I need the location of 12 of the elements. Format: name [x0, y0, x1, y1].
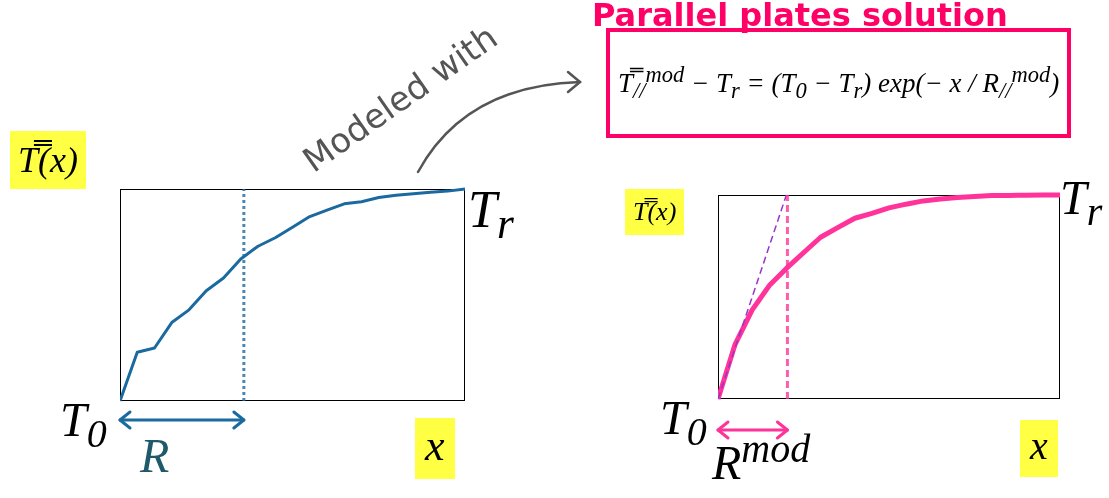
text: T$_{0}$ [60, 392, 107, 457]
text: T$_{r}$ [468, 180, 514, 249]
x-axis-title: x [415, 418, 455, 479]
annotation: T$_{r}$ [1060, 170, 1103, 235]
text: T$_{0}$ [660, 390, 707, 455]
y-axis-title: T̿(x) [625, 189, 685, 235]
chart-title: Parallel plates solution [592, 0, 1008, 34]
text: R$^{mod}$ [712, 425, 811, 490]
x-axis-title: x [1020, 420, 1058, 477]
y-axis-title: T̿(x) [10, 131, 86, 189]
text: R [140, 428, 170, 483]
text: T̿$_{//}$$^{mod}$ − T$_{r}$ = (T$_{0}$ − T$_{r}$) exp(− x / R$_{//}$$^{mod}$) [618, 62, 1060, 104]
